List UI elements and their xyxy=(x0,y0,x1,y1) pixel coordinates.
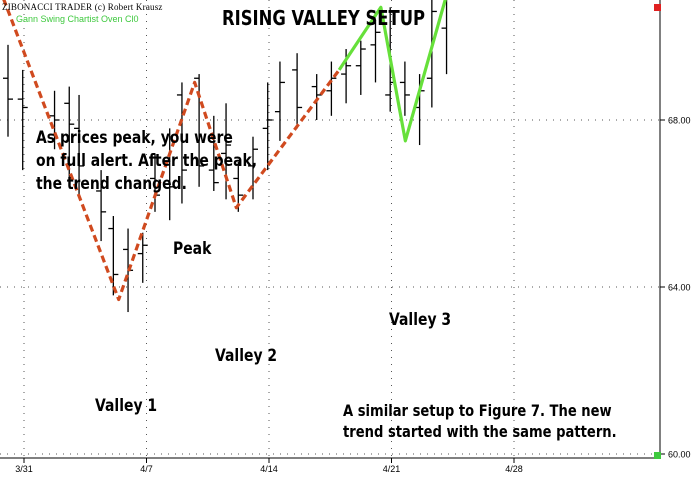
x-tick-label: 4/14 xyxy=(260,464,278,474)
chart-title: RISING VALLEY SETUP xyxy=(222,6,426,30)
copyright-label: ZIBONACCI TRADER (c) Robert Krausz xyxy=(2,2,163,12)
x-tick-label: 4/28 xyxy=(505,464,523,474)
ohlc-bar xyxy=(49,90,60,150)
corner-marker-bottom xyxy=(654,452,661,459)
valley-2-label: Valley 2 xyxy=(215,346,278,366)
y-tick-label: 64.00 xyxy=(668,283,691,293)
x-tick-label: 4/7 xyxy=(140,464,153,474)
ohlc-bar xyxy=(96,170,107,242)
corner-marker-top xyxy=(654,4,661,11)
valley-3-label: Valley 3 xyxy=(389,310,452,330)
ohlc-bar xyxy=(274,61,285,141)
ohlc-bar xyxy=(355,40,366,95)
ohlc-bar xyxy=(292,53,303,129)
ohlc-bar xyxy=(3,44,13,137)
axis-ticks: 60.0064.0068.0072.0076.0080.003/314/74/1… xyxy=(15,116,691,475)
ohlc-bar xyxy=(176,82,187,204)
note-line-2: on full alert. After the peak, xyxy=(36,151,258,171)
x-tick-label: 4/21 xyxy=(383,464,401,474)
note-line-5: trend started with the same pattern. xyxy=(343,422,617,441)
note-line-1: As prices peak, you were xyxy=(36,128,233,148)
y-tick-label: 68.00 xyxy=(668,116,691,126)
x-tick-label: 3/31 xyxy=(15,464,33,474)
axes xyxy=(0,0,661,459)
chartist-overlay-label: Gann Swing Chartist Oven Cl0 xyxy=(16,14,139,24)
ohlc-bar xyxy=(221,103,232,200)
valley-1-label: Valley 1 xyxy=(95,396,158,416)
ohlc-bar xyxy=(208,115,219,191)
ohlc-bar xyxy=(399,61,410,116)
swing-line-solid xyxy=(337,0,447,143)
ohlc-bar xyxy=(370,19,381,83)
ohlc-bar xyxy=(441,0,448,75)
price-bars xyxy=(3,0,448,313)
note-line-3: the trend changed. xyxy=(36,174,187,194)
peak-label: Peak xyxy=(173,239,212,259)
swing-line-dashed xyxy=(2,0,341,302)
ohlc-bar xyxy=(326,61,337,116)
ohlc-bar xyxy=(262,82,273,171)
ohlc-bar xyxy=(137,232,148,283)
ohlc-bar xyxy=(17,69,28,171)
grid-lines xyxy=(0,0,660,458)
y-tick-label: 60.00 xyxy=(668,450,691,460)
ohlc-bar xyxy=(108,216,119,296)
ohlc-bar xyxy=(311,74,322,120)
ohlc-bar xyxy=(248,136,258,200)
swing-lines xyxy=(2,0,447,302)
note-line-4: A similar setup to Figure 7. The new xyxy=(343,401,612,420)
ohlc-bar xyxy=(74,94,85,196)
